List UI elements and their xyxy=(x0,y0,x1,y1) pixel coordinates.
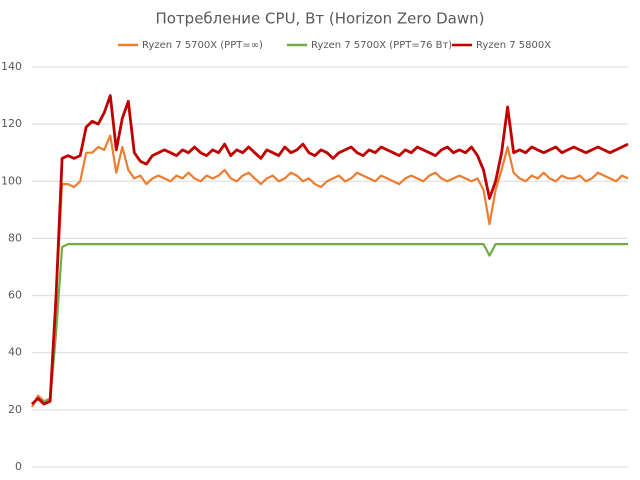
series-line xyxy=(31,134,629,408)
y-tick-label: 140 xyxy=(1,60,22,73)
series-line xyxy=(31,94,629,406)
legend-label: Ryzen 7 5800X xyxy=(476,40,551,51)
y-tick-label: 100 xyxy=(1,174,22,187)
legend-label: Ryzen 7 5700X (PPT=∞) xyxy=(142,40,263,51)
legend-label: Ryzen 7 5700X (PPT=76 Вт) xyxy=(311,40,452,51)
y-tick-label: 80 xyxy=(8,231,22,244)
y-tick-label: 0 xyxy=(15,460,22,473)
series-line xyxy=(31,243,628,405)
y-tick-label: 60 xyxy=(8,289,22,302)
y-tick-label: 20 xyxy=(8,403,22,416)
y-tick-label: 120 xyxy=(1,117,22,130)
chart-title: Потребление CPU, Вт (Horizon Zero Dawn) xyxy=(155,10,484,28)
y-tick-label: 40 xyxy=(8,346,22,359)
